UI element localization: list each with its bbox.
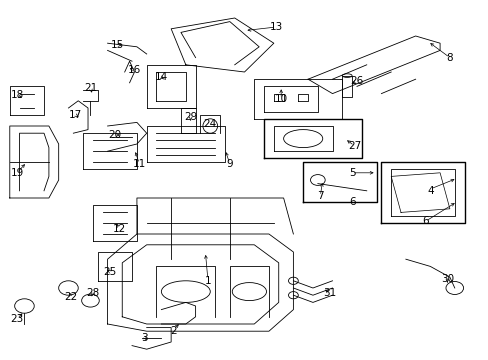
Text: 5: 5 <box>348 168 355 178</box>
Text: 19: 19 <box>10 168 24 178</box>
Text: 2: 2 <box>170 326 177 336</box>
Text: 23: 23 <box>10 314 24 324</box>
Text: 21: 21 <box>83 83 97 93</box>
Text: 12: 12 <box>113 224 126 234</box>
Text: 16: 16 <box>127 65 141 75</box>
Text: 1: 1 <box>204 276 211 286</box>
Text: 7: 7 <box>316 191 323 201</box>
Text: 28: 28 <box>86 288 100 298</box>
Text: 24: 24 <box>203 119 217 129</box>
Text: 30: 30 <box>440 274 453 284</box>
Text: 20: 20 <box>108 130 121 140</box>
Text: 6: 6 <box>348 197 355 207</box>
Text: 4: 4 <box>426 186 433 196</box>
Text: 10: 10 <box>274 94 287 104</box>
Text: 25: 25 <box>103 267 117 277</box>
Text: 17: 17 <box>69 110 82 120</box>
Text: 13: 13 <box>269 22 283 32</box>
Text: 18: 18 <box>10 90 24 100</box>
Text: 14: 14 <box>154 72 168 82</box>
Text: 26: 26 <box>349 76 363 86</box>
Text: 11: 11 <box>132 159 146 169</box>
Text: 22: 22 <box>64 292 78 302</box>
Text: 6: 6 <box>421 216 428 226</box>
Text: 9: 9 <box>226 159 233 169</box>
Text: 15: 15 <box>110 40 124 50</box>
Text: 8: 8 <box>446 53 452 63</box>
Text: 27: 27 <box>347 141 361 151</box>
Text: 29: 29 <box>183 112 197 122</box>
Text: 3: 3 <box>141 333 147 343</box>
Text: 31: 31 <box>323 288 336 298</box>
